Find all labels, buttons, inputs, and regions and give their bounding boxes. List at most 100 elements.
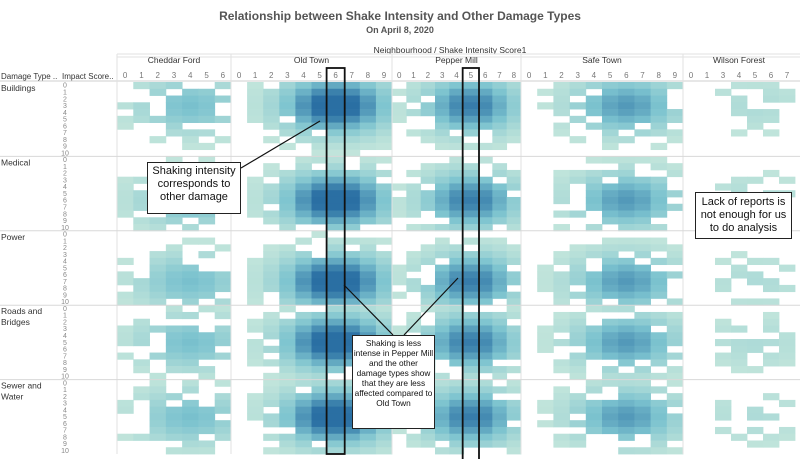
heat-cell bbox=[327, 305, 345, 313]
heat-cell bbox=[449, 359, 465, 367]
heat-cell bbox=[165, 156, 183, 164]
heat-cell bbox=[327, 440, 345, 448]
heat-cell bbox=[327, 413, 345, 421]
shake-score-tick: 0 bbox=[237, 71, 242, 80]
heat-cell bbox=[715, 257, 732, 266]
heat-cell bbox=[359, 95, 377, 103]
impact-score-tick: 7 bbox=[63, 279, 67, 286]
heat-cell bbox=[311, 271, 328, 279]
heat-cell bbox=[449, 88, 465, 96]
heat-cell bbox=[585, 332, 603, 340]
heat-cell bbox=[182, 345, 199, 353]
heat-cell bbox=[634, 190, 651, 198]
heat-cell bbox=[375, 318, 393, 326]
heat-cell bbox=[327, 447, 345, 455]
heat-cell bbox=[343, 217, 361, 225]
impact-score-tick: 5 bbox=[63, 265, 67, 272]
heat-cell bbox=[165, 393, 183, 401]
heat-cell bbox=[311, 102, 328, 110]
heat-cell bbox=[420, 440, 436, 448]
heat-cell bbox=[449, 190, 465, 198]
heat-cell bbox=[585, 251, 603, 259]
heat-cell bbox=[449, 217, 465, 225]
heat-cell bbox=[449, 82, 465, 90]
heat-cell bbox=[666, 420, 684, 428]
heat-cell bbox=[449, 399, 465, 408]
heat-cell bbox=[279, 291, 296, 299]
heat-cell bbox=[435, 386, 450, 394]
heat-cell bbox=[569, 406, 587, 414]
heat-cell bbox=[553, 88, 570, 96]
heat-cell bbox=[537, 88, 554, 96]
heat-cell bbox=[279, 332, 296, 340]
heat-cell bbox=[763, 257, 780, 266]
heat-cell bbox=[618, 345, 635, 353]
heat-cell bbox=[763, 339, 780, 347]
impact-score-header[interactable]: Impact Score.. bbox=[62, 72, 114, 81]
heat-cell bbox=[449, 257, 465, 266]
heat-cell bbox=[569, 366, 587, 374]
heat-cell bbox=[279, 88, 296, 96]
heat-cell bbox=[618, 413, 635, 421]
heat-cell bbox=[311, 136, 328, 144]
heat-cell bbox=[634, 325, 651, 333]
heat-cell bbox=[650, 311, 668, 320]
heat-cell bbox=[569, 433, 587, 441]
heat-cell bbox=[375, 278, 393, 286]
heat-cell bbox=[117, 203, 134, 211]
heat-cell bbox=[435, 244, 450, 252]
heat-cell bbox=[214, 136, 232, 144]
heat-cell bbox=[311, 447, 328, 455]
heat-cell bbox=[279, 420, 296, 428]
heat-cell bbox=[311, 372, 328, 380]
heat-cell bbox=[311, 257, 328, 266]
heat-cell bbox=[295, 325, 312, 333]
heat-cell bbox=[375, 433, 393, 441]
heat-cell bbox=[492, 318, 508, 326]
heat-cell bbox=[279, 413, 296, 421]
heat-cell bbox=[263, 447, 280, 455]
heat-cell bbox=[478, 318, 493, 326]
heat-cell bbox=[569, 318, 587, 326]
heat-cell bbox=[569, 332, 587, 340]
heat-cell bbox=[478, 298, 493, 306]
heat-cell bbox=[375, 447, 393, 455]
shake-score-tick: 6 bbox=[624, 71, 629, 80]
heat-cell bbox=[492, 95, 508, 103]
heat-cell bbox=[650, 210, 668, 218]
heat-cell bbox=[214, 379, 232, 387]
heat-cell bbox=[435, 399, 450, 408]
heat-cell bbox=[392, 109, 407, 117]
heat-cell bbox=[311, 156, 328, 164]
heat-cell bbox=[359, 257, 377, 266]
heat-cell bbox=[198, 129, 216, 137]
heat-cell bbox=[311, 433, 328, 441]
heat-cell bbox=[182, 284, 199, 293]
heat-cell bbox=[359, 291, 377, 299]
heat-cell bbox=[165, 332, 183, 340]
heat-cell bbox=[295, 372, 312, 380]
heat-cell bbox=[165, 447, 183, 455]
heat-cell bbox=[449, 291, 465, 299]
impact-score-tick: 3 bbox=[63, 252, 67, 259]
column-group-label: Neighbourhood / Shake Intensity Score1 bbox=[373, 45, 527, 55]
heat-cell bbox=[463, 203, 479, 211]
heat-cell bbox=[478, 366, 493, 374]
heat-cell bbox=[279, 278, 296, 286]
heat-cell bbox=[650, 413, 668, 421]
heat-cell bbox=[406, 109, 422, 117]
heat-cell bbox=[634, 399, 651, 408]
heat-cell bbox=[420, 291, 436, 299]
heat-cell bbox=[478, 122, 493, 130]
heat-cell bbox=[585, 284, 603, 293]
heat-cell bbox=[763, 359, 780, 367]
heat-cell bbox=[506, 332, 522, 340]
heat-cell bbox=[375, 217, 393, 225]
heat-cell bbox=[263, 122, 280, 130]
heat-cell bbox=[506, 386, 522, 394]
damage-type-header[interactable]: Damage Type .. bbox=[1, 72, 58, 81]
heat-cell bbox=[359, 122, 377, 130]
heat-cell bbox=[263, 169, 280, 178]
heat-cell bbox=[420, 163, 436, 171]
heat-cell bbox=[618, 426, 635, 435]
